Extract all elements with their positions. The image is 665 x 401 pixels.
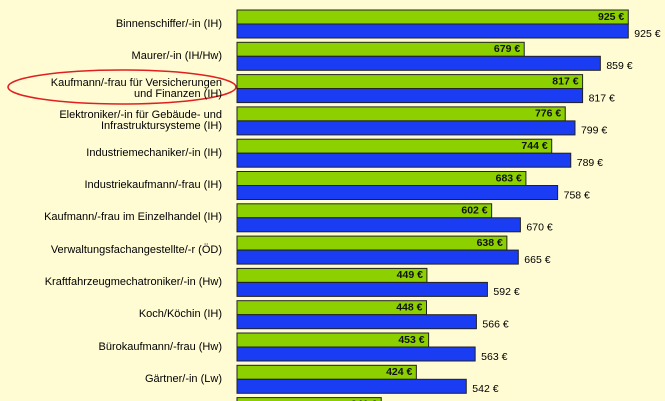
bar	[236, 397, 382, 401]
bar	[236, 120, 576, 136]
value-label: 758 €	[564, 189, 590, 201]
value-label: 453 €	[398, 334, 424, 346]
bar	[236, 138, 553, 154]
bar	[236, 106, 566, 122]
value-label: 602 €	[461, 205, 487, 217]
value-label: 449 €	[397, 269, 423, 281]
category-label: Elektroniker/-in für Gebäude- und Infras…	[59, 108, 222, 132]
bar	[236, 217, 521, 233]
bar	[236, 152, 572, 168]
category-label: Kaufmann/-frau im Einzelhandel (IH)	[44, 211, 222, 224]
category-label: Industriekaufmann/-frau (IH)	[84, 179, 222, 191]
category-label: Maurer/-in (IH/Hw)	[131, 49, 222, 62]
category-label: Industriemechaniker/-in (IH)	[86, 146, 222, 159]
value-label: 592 €	[493, 286, 519, 298]
bar	[236, 41, 525, 57]
bar	[236, 346, 476, 362]
bar	[236, 23, 629, 39]
value-label: 665 €	[524, 254, 550, 266]
highlight-ellipse	[7, 69, 237, 105]
value-label: 563 €	[481, 351, 507, 363]
category-label: Kaufmann/-frau für Versicherungen und Fi…	[50, 76, 222, 100]
category-label: Kraftfahrzeugmechatroniker/-in (Hw)	[44, 275, 222, 288]
bar	[236, 314, 477, 330]
value-label: 744 €	[521, 140, 547, 152]
value-label: 859 €	[606, 60, 632, 72]
bar	[236, 88, 584, 104]
category-label: Gärtner/-in (Lw)	[144, 372, 222, 385]
value-label: 799 €	[581, 125, 607, 137]
bar	[236, 9, 629, 25]
category-label: Bürokaufmann/-frau (Hw)	[98, 340, 223, 353]
bar	[236, 74, 584, 90]
bar	[236, 281, 488, 297]
value-label: 925 €	[598, 11, 624, 23]
value-label: 542 €	[472, 383, 498, 395]
value-label: 566 €	[482, 318, 508, 330]
value-label: 448 €	[396, 301, 422, 313]
bar	[236, 235, 508, 251]
value-label: 925 €	[634, 28, 660, 40]
value-label: 776 €	[535, 108, 561, 120]
bar	[236, 378, 467, 394]
value-label: 817 €	[589, 92, 615, 104]
bar	[236, 171, 527, 186]
value-label: 670 €	[526, 222, 552, 234]
bar	[236, 203, 493, 219]
category-label: Binnenschiffer/-in (IH)	[115, 17, 222, 30]
value-label: 341 €	[351, 398, 377, 401]
bar	[236, 249, 519, 265]
value-label: 638 €	[477, 237, 503, 249]
value-label: 789 €	[577, 157, 603, 169]
value-label: 424 €	[386, 366, 412, 378]
bar	[236, 55, 601, 71]
category-label: Koch/Köchin (IH)	[138, 308, 222, 321]
bar	[236, 185, 559, 200]
value-label: 817 €	[552, 75, 578, 87]
value-label: 683 €	[496, 172, 522, 184]
category-label: Verwaltungsfachangestellte/-r (ÖD)	[50, 243, 222, 256]
value-label: 679 €	[494, 43, 520, 55]
